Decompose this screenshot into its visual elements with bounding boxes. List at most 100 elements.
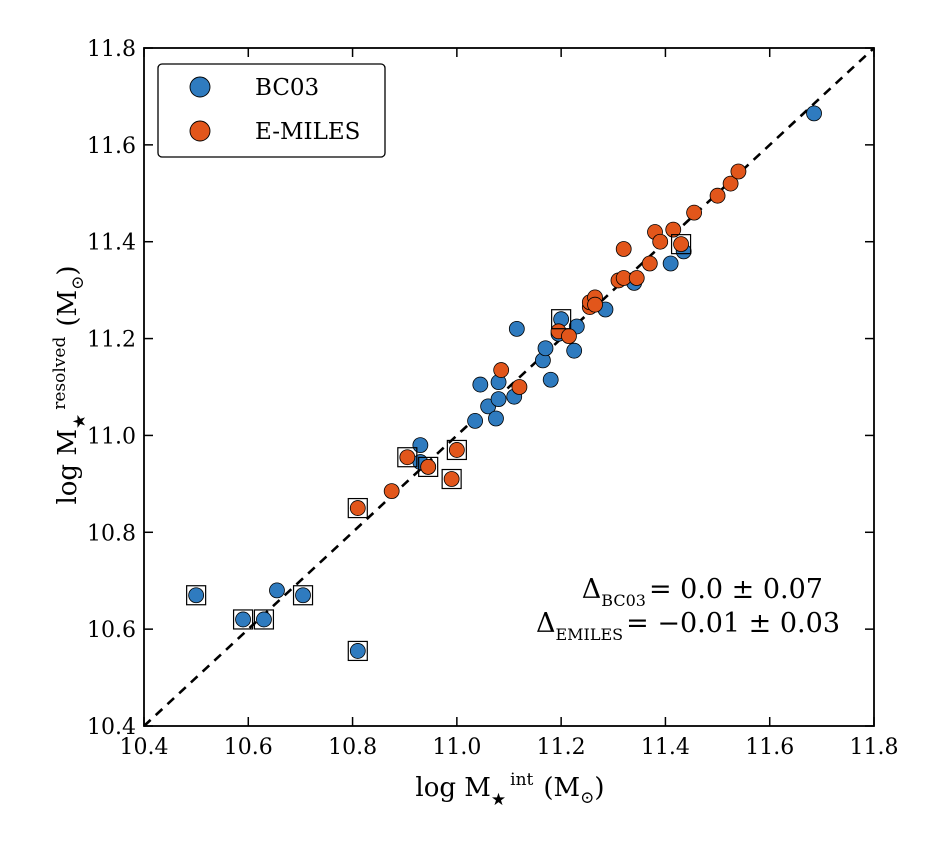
point-bc03 — [269, 582, 285, 599]
y-tick-label: 11.8 — [87, 37, 136, 62]
y-axis-label-text: log M — [53, 429, 83, 505]
point-bc03 — [806, 105, 822, 122]
delta-bc03-subscript: BC03 — [601, 591, 646, 610]
legend-label-emiles: E-MILES — [255, 119, 360, 145]
point-bc03 — [472, 376, 489, 393]
y-axis-units: (M — [53, 290, 83, 327]
y-axis-units-close: ) — [53, 265, 83, 275]
point-e-miles — [652, 233, 669, 250]
y-axis-sun-symbol: ⊙ — [68, 276, 88, 290]
point-bc03 — [508, 320, 525, 337]
point-e-miles — [615, 241, 632, 257]
legend-marker-bc03 — [189, 76, 211, 98]
y-tick-label: 11.6 — [87, 134, 136, 159]
point-bc03 — [537, 340, 554, 357]
plot-frame — [143, 47, 875, 727]
x-axis-star-symbol: ★ — [491, 790, 506, 810]
point-e-miles — [561, 328, 577, 345]
highlight-box — [347, 640, 368, 662]
y-tick-label: 10.6 — [87, 618, 136, 643]
point-e-miles — [709, 187, 726, 204]
point-e-miles — [628, 270, 645, 286]
point-e-miles — [383, 483, 400, 500]
x-tick-label: 11.2 — [537, 735, 586, 760]
point-bc03 — [490, 391, 507, 408]
delta-annotations: ΔBC03 = 0.0 ± 0.07 ΔEMILES = −0.01 ± 0.03 — [536, 574, 840, 644]
y-tick-label: 10.4 — [87, 715, 136, 740]
legend: BC03 E-MILES — [157, 63, 386, 158]
highlight-boxes — [186, 234, 692, 662]
x-tick-label: 11.8 — [850, 735, 899, 760]
point-bc03 — [488, 410, 504, 427]
delta-emiles-annotation: ΔEMILES = −0.01 ± 0.03 — [536, 608, 840, 644]
point-e-miles — [722, 175, 739, 192]
point-bc03 — [349, 643, 366, 659]
delta-bc03-symbol: Δ — [582, 574, 602, 605]
y-axis-star-symbol: ★ — [70, 414, 90, 429]
highlight-box — [186, 585, 207, 606]
x-tick-label: 11.6 — [745, 735, 794, 760]
highlight-box — [446, 439, 467, 461]
x-axis-units-close: ) — [594, 773, 604, 803]
point-bc03 — [295, 587, 311, 604]
x-tick-label: 10.4 — [120, 735, 169, 760]
point-e-miles — [349, 500, 366, 516]
x-axis-label: log M★int (M⊙) — [415, 770, 604, 810]
y-axis-label: log M★resolved (M⊙) — [50, 265, 90, 504]
point-bc03 — [256, 611, 272, 628]
point-bc03 — [662, 255, 679, 272]
x-axis-superscript: int — [510, 770, 533, 790]
point-bc03 — [566, 342, 583, 359]
x-axis-units: (M — [543, 773, 580, 803]
point-e-miles — [686, 204, 703, 221]
point-e-miles — [420, 459, 437, 475]
point-e-miles — [443, 471, 460, 487]
legend-label-bc03: BC03 — [255, 75, 319, 101]
x-tick-label: 10.6 — [224, 735, 273, 760]
x-tick-labels: 10.4 10.6 10.8 11.0 11.2 11.4 11.6 11.8 — [120, 735, 899, 760]
x-axis-sun-symbol: ⊙ — [580, 788, 594, 808]
point-e-miles — [730, 163, 747, 180]
highlight-box — [253, 609, 275, 630]
y-tick-label: 11.2 — [87, 328, 136, 353]
x-tick-label: 10.8 — [328, 735, 377, 760]
delta-emiles-value: = −0.01 ± 0.03 — [626, 608, 840, 639]
point-bc03 — [542, 371, 559, 388]
delta-bc03-value: = 0.0 ± 0.07 — [649, 574, 823, 605]
point-bc03 — [188, 587, 205, 604]
point-e-miles — [665, 221, 682, 238]
delta-emiles-subscript: EMILES — [555, 625, 623, 644]
highlight-box — [670, 234, 692, 255]
point-e-miles — [493, 362, 510, 378]
highlight-box — [232, 609, 254, 630]
delta-emiles-symbol: Δ — [536, 608, 556, 639]
highlight-box — [397, 447, 418, 468]
legend-marker-emiles — [189, 120, 211, 142]
highlight-box — [292, 585, 314, 606]
y-tick-label: 11.0 — [87, 424, 136, 449]
highlight-box — [418, 456, 439, 478]
point-bc03 — [235, 611, 251, 628]
point-e-miles — [448, 442, 465, 458]
y-tick-labels: 10.4 10.6 10.8 11.0 11.2 11.4 11.6 11.8 — [87, 37, 136, 740]
point-e-miles — [673, 236, 689, 253]
x-tick-label: 11.4 — [641, 735, 690, 760]
x-axis-label-text: log M — [415, 773, 491, 803]
highlight-box — [551, 309, 572, 330]
delta-bc03-annotation: ΔBC03 = 0.0 ± 0.07 — [582, 574, 823, 610]
point-bc03 — [412, 437, 429, 454]
axis-ticks — [143, 47, 875, 727]
point-e-miles — [511, 379, 528, 395]
point-e-miles — [587, 296, 603, 313]
highlight-box — [347, 497, 368, 519]
legend-box — [157, 63, 386, 158]
x-tick-label: 11.0 — [432, 735, 481, 760]
y-tick-label: 11.4 — [87, 231, 136, 256]
y-tick-label: 10.8 — [87, 521, 136, 546]
y-axis-superscript: resolved — [50, 337, 70, 410]
point-e-miles — [641, 255, 658, 272]
point-e-miles — [399, 449, 416, 466]
highlight-box — [441, 468, 462, 490]
